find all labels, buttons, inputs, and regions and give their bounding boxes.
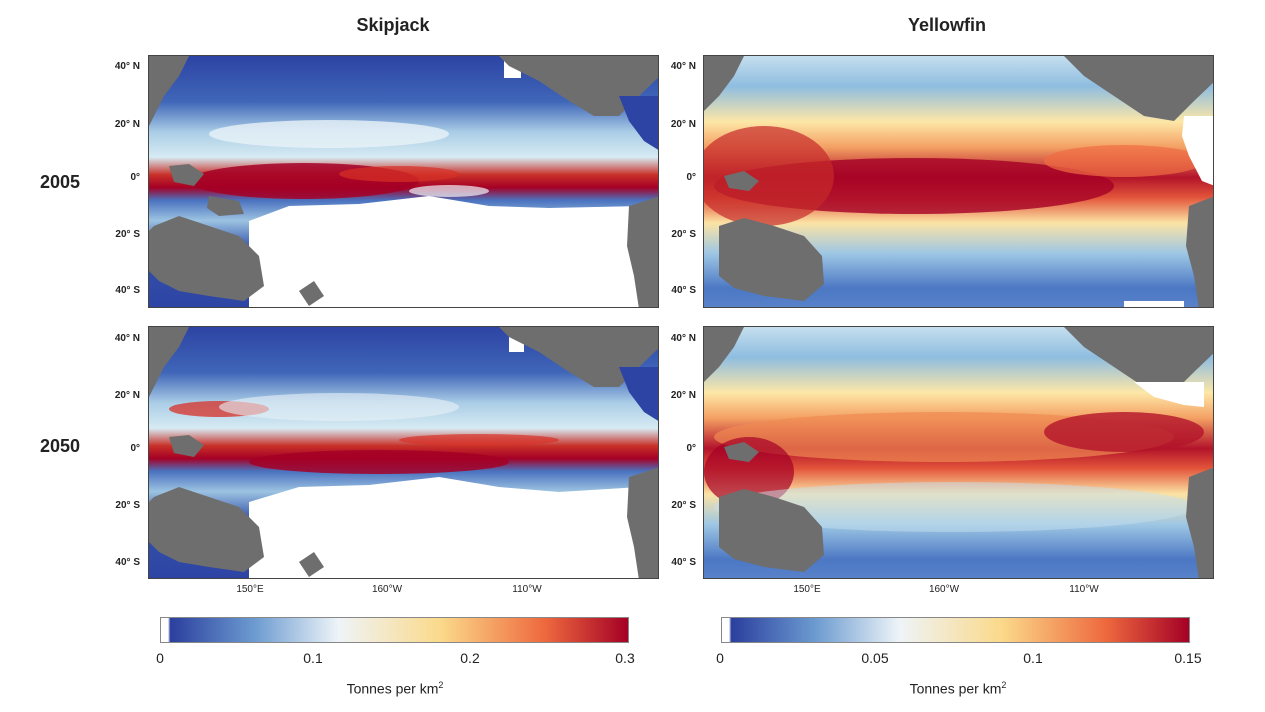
colorbar-title-text: Tonnes per km (346, 680, 439, 697)
map-skipjack-2050 (148, 326, 659, 579)
lat-label-40s: 40° S (671, 285, 696, 296)
lat-label-0: 0° (686, 443, 696, 454)
colorbar-tick: 0.2 (460, 650, 480, 666)
colorbar-title-sup: 2 (438, 680, 444, 690)
lat-label-40s: 40° S (115, 285, 140, 296)
lon-label-150e: 150°E (793, 584, 821, 595)
lat-label-40s: 40° S (115, 557, 140, 568)
colorbar-yellowfin (721, 617, 1190, 643)
lat-label-20s: 20° S (671, 229, 696, 240)
lon-label-110w: 110°W (512, 584, 542, 595)
colorbar-tick: 0.15 (1174, 650, 1202, 666)
lat-label-0: 0° (130, 172, 140, 183)
column-title-yellowfin: Yellowfin (907, 15, 986, 35)
colorbar-tick: 0.3 (615, 650, 635, 666)
lat-label-20n: 20° N (114, 119, 140, 130)
lat-label-0: 0° (686, 172, 696, 183)
lat-label-40s: 40° S (671, 557, 696, 568)
lat-label-20n: 20° N (114, 390, 140, 401)
colorbar-tick: 0.05 (861, 650, 889, 666)
colorbar-skipjack (160, 617, 629, 643)
lat-label-20s: 20° S (671, 500, 696, 511)
lat-label-40n: 40° N (114, 333, 140, 344)
lat-label-20s: 20° S (115, 500, 140, 511)
column-title-skipjack: Skipjack (356, 15, 430, 35)
lon-label-110w: 110°W (1069, 584, 1099, 595)
colorbar-tick: 0 (716, 650, 724, 666)
lat-label-20n: 20° N (670, 390, 696, 401)
colorbar-tick: 0 (156, 650, 164, 666)
lat-label-40n: 40° N (114, 61, 140, 72)
colorbar-title-yellowfin: Tonnes per km2 (808, 680, 1108, 697)
map-skipjack-2005 (148, 55, 659, 308)
colorbar-tick: 0.1 (303, 650, 323, 666)
colorbar-title-sup: 2 (1001, 680, 1007, 690)
lat-label-0: 0° (130, 443, 140, 454)
lon-label-150e: 150°E (236, 584, 264, 595)
map-yellowfin-2005 (703, 55, 1214, 308)
colorbar-title-text: Tonnes per km (909, 680, 1002, 697)
colorbar-title-skipjack: Tonnes per km2 (245, 680, 545, 697)
row-label-2050: 2050 (40, 436, 81, 456)
lat-label-20n: 20° N (670, 119, 696, 130)
lon-label-160w: 160°W (371, 584, 403, 595)
lon-label-160w: 160°W (928, 584, 960, 595)
lat-label-40n: 40° N (670, 333, 696, 344)
lat-label-20s: 20° S (115, 229, 140, 240)
row-label-2005: 2005 (40, 172, 81, 192)
lat-label-40n: 40° N (670, 61, 696, 72)
map-yellowfin-2050 (703, 326, 1214, 579)
colorbar-tick: 0.1 (1023, 650, 1043, 666)
